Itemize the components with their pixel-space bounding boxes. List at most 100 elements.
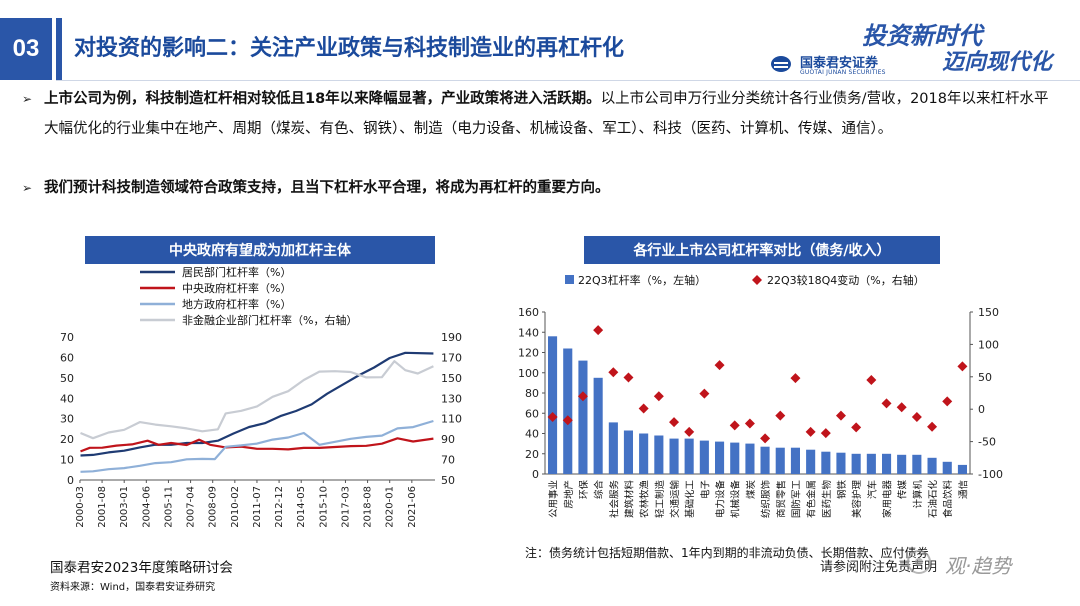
bar-建筑材料 [623, 430, 633, 474]
y-tick-label: 0 [67, 474, 74, 487]
x-tick-label: 2015-10 [318, 486, 329, 528]
footer-source: 资料来源：Wind，国泰君安证券研究 [50, 582, 216, 593]
bar-轻工制造 [654, 435, 664, 474]
y-tick-label: 0 [532, 468, 539, 481]
series-line-1 [80, 437, 434, 453]
category-label: 农林牧渔 [639, 480, 651, 519]
bullet-2-lead: 我们预计科技制造领域符合政策支持，且当下杠杆水平合理，将成为再杠杆的重要方向。 [44, 180, 610, 196]
legend-bar-label: 22Q3杠杆率（%，左轴） [578, 273, 706, 287]
y2-tick-label: 70 [441, 454, 455, 467]
y2-tick-label: 170 [441, 351, 462, 364]
bullet-arrow-icon: ➢ [22, 181, 33, 195]
y-tick-label: 100 [518, 367, 539, 380]
category-label: 公用事业 [548, 480, 560, 518]
bar-计算机 [912, 454, 922, 474]
y-tick-label: 10 [60, 454, 74, 467]
bar-交通运输 [669, 438, 679, 474]
x-tick-label: 2011-07 [252, 486, 263, 528]
category-label: 计算机 [912, 480, 924, 509]
category-label: 石油石化 [927, 480, 939, 519]
category-label: 轻工制造 [654, 480, 666, 519]
x-tick-label: 2001-08 [97, 486, 108, 528]
bar-电子 [699, 440, 709, 474]
y-tick-label: 40 [60, 392, 74, 405]
bar-医药生物 [821, 451, 831, 474]
series-line-2 [80, 419, 434, 473]
category-label: 电子 [699, 480, 711, 500]
section-number: 03 [0, 18, 52, 80]
category-label: 基础化工 [684, 480, 696, 519]
bar-房地产 [563, 348, 573, 474]
category-label: 商贸零售 [775, 480, 787, 518]
y-tick-label: 20 [60, 433, 74, 446]
change-marker-医药生物 [820, 428, 831, 439]
y2-tick-label: 150 [978, 306, 999, 319]
change-marker-有色金属 [805, 426, 816, 437]
watermark-text: 观·趋势 [945, 554, 1012, 578]
y2-tick-label: 110 [441, 413, 462, 426]
change-marker-环保 [577, 391, 588, 402]
y2-tick-label: 130 [441, 392, 462, 405]
category-label: 综合 [593, 480, 605, 500]
category-label: 国防军工 [790, 480, 802, 519]
change-marker-食品饮料 [942, 396, 953, 407]
title-divider [56, 80, 1080, 81]
bar-电力设备 [715, 441, 725, 474]
bar-环保 [578, 360, 588, 474]
slogan-line1: 投资新时代 [862, 21, 982, 50]
x-tick-label: 2005-11 [163, 486, 174, 528]
brand-name: 国泰君安证券 [800, 56, 879, 71]
change-marker-计算机 [911, 411, 922, 422]
bar-传媒 [897, 454, 907, 474]
bar-美容护理 [851, 453, 861, 475]
category-label: 建筑材料 [623, 480, 635, 519]
change-marker-家用电器 [881, 398, 892, 409]
x-tick-label: 2021-06 [407, 486, 418, 528]
bar-综合 [593, 377, 603, 474]
bar-纺织服饰 [760, 446, 770, 474]
x-tick-label: 2012-12 [274, 486, 285, 528]
category-label: 机械设备 [730, 480, 742, 519]
change-marker-房地产 [562, 415, 573, 426]
bar-商贸零售 [775, 447, 785, 474]
x-tick-label: 2010-02 [230, 486, 241, 528]
change-marker-传媒 [896, 402, 907, 413]
y-tick-label: 60 [525, 407, 539, 420]
category-label: 房地产 [563, 480, 575, 509]
category-label: 传媒 [897, 480, 909, 500]
category-label: 交通运输 [669, 480, 681, 519]
bar-石油石化 [927, 457, 937, 474]
bar-食品饮料 [942, 461, 952, 474]
x-tick-label: 2003-01 [119, 486, 130, 528]
category-label: 纺织服饰 [760, 480, 772, 518]
y2-tick-label: 50 [441, 474, 455, 487]
bar-社会服务 [608, 422, 618, 474]
change-marker-基础化工 [684, 426, 695, 437]
x-tick-label: 2020-01 [385, 486, 396, 528]
category-label: 电力设备 [715, 480, 727, 519]
bar-通信 [957, 464, 967, 474]
category-label: 通信 [957, 480, 969, 499]
legend-label-3: 非金融企业部门杠杆率（%，右轴） [182, 313, 357, 327]
brand-logo: 国泰君安证券 GUOTAI JUNAN SECURITIES [770, 52, 920, 80]
bar-公用事业 [548, 336, 558, 474]
slogan-line2: 迈向现代化 [942, 49, 1053, 75]
bar-农林牧渔 [639, 433, 649, 474]
change-marker-电力设备 [714, 360, 725, 371]
y2-tick-label: 90 [441, 433, 455, 446]
category-label: 环保 [578, 480, 590, 500]
change-marker-农林牧渔 [638, 403, 649, 414]
change-marker-交通运输 [669, 417, 680, 428]
bar-钢铁 [836, 452, 846, 474]
change-marker-纺织服饰 [760, 433, 771, 444]
y-tick-label: 40 [525, 428, 539, 441]
x-tick-label: 2000-03 [75, 486, 86, 528]
industry-bar-chart: 22Q3杠杆率（%，左轴） 22Q3较18Q4变动（%，右轴） 0 20 40 60 80 1… [518, 273, 1003, 519]
change-marker-美容护理 [851, 422, 862, 433]
y-tick-label: 20 [525, 448, 539, 461]
y-tick-label: 70 [60, 331, 74, 344]
x-tick-label: 2018-08 [363, 486, 374, 528]
change-marker-机械设备 [729, 420, 740, 431]
watermark: 观·趋势 [905, 548, 1070, 578]
category-label: 社会服务 [608, 480, 620, 519]
